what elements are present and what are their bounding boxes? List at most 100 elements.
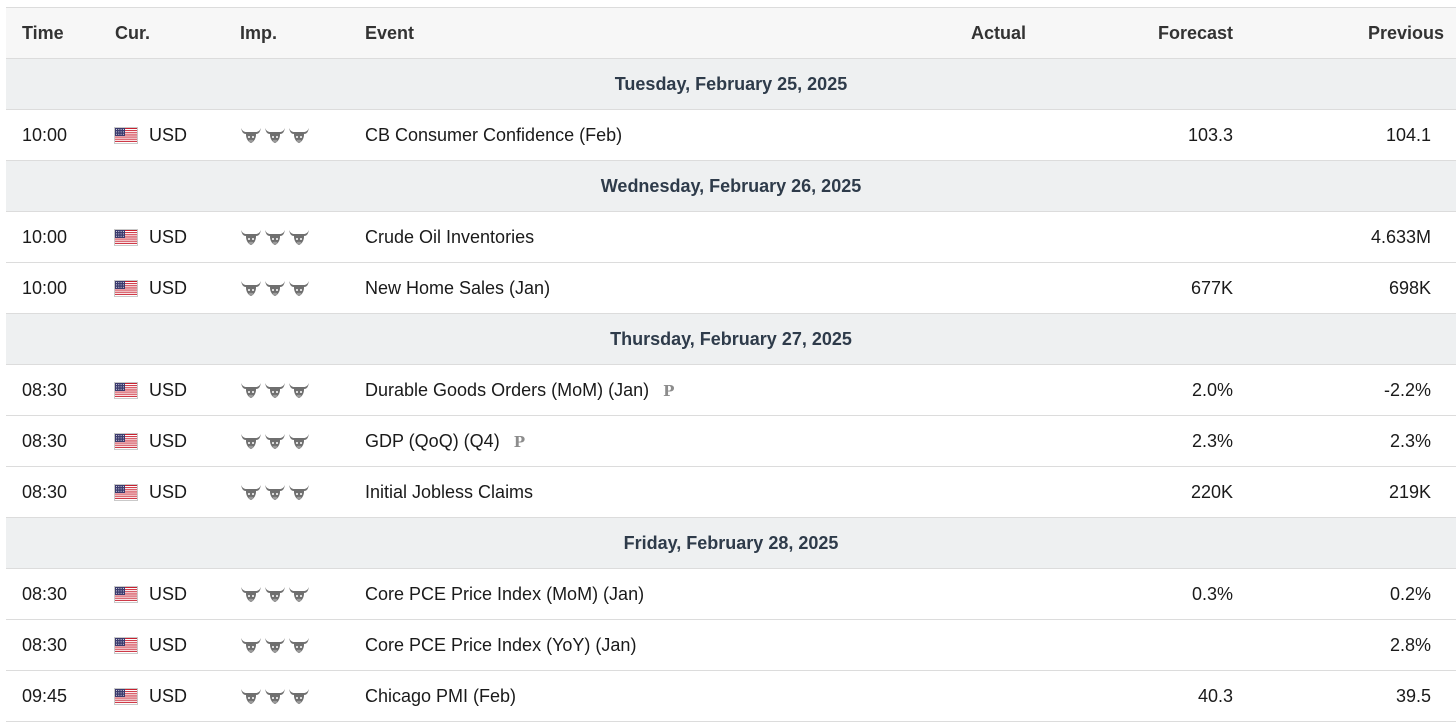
- event-time: 10:00: [22, 227, 68, 247]
- event-row[interactable]: 10:00 USD Crude Oil Inventories 4.633M: [6, 212, 1456, 263]
- bull-icon: [240, 585, 262, 603]
- bull-icon: [288, 636, 310, 654]
- event-name-link[interactable]: Crude Oil Inventories: [365, 227, 535, 247]
- bull-icon: [264, 483, 286, 501]
- currency-code: USD: [149, 635, 188, 655]
- bull-icon: [264, 687, 286, 705]
- event-time: 08:30: [22, 482, 68, 502]
- event-previous: 2.3%: [1389, 431, 1431, 451]
- event-time: 08:30: [22, 431, 68, 451]
- event-previous: 104.1: [1385, 125, 1431, 145]
- bull-icon: [288, 381, 310, 399]
- event-previous: -2.2%: [1383, 380, 1431, 400]
- preliminary-icon[interactable]: P: [663, 382, 675, 400]
- bull-icon: [288, 126, 310, 144]
- bull-icon: [264, 432, 286, 450]
- event-row[interactable]: 10:00 USD CB Consumer Confidence (Feb) 103.…: [6, 110, 1456, 161]
- event-time: 08:30: [22, 635, 68, 655]
- event-name-cell[interactable]: Initial Jobless Claims: [365, 467, 533, 517]
- currency-code: USD: [149, 584, 188, 604]
- event-row[interactable]: 09:45 USD Chicago PMI (Feb) 40.3 39.5: [6, 671, 1456, 722]
- event-currency: USD: [115, 110, 187, 160]
- bull-icon: [240, 687, 262, 705]
- event-importance: [240, 416, 310, 466]
- event-importance: [240, 671, 310, 721]
- us-flag-icon: [115, 637, 137, 653]
- event-name-cell[interactable]: CB Consumer Confidence (Feb): [365, 110, 622, 160]
- us-flag-icon: [115, 433, 137, 449]
- event-time: 10:00: [22, 125, 68, 145]
- event-row[interactable]: 08:30 USD Core PCE Price Index (MoM) (Jan)…: [6, 569, 1456, 620]
- bull-icon: [288, 432, 310, 450]
- bull-icon: [288, 585, 310, 603]
- column-header-actual[interactable]: Actual: [970, 23, 1026, 43]
- bull-icon: [240, 228, 262, 246]
- event-previous: 2.8%: [1389, 635, 1431, 655]
- event-name-cell[interactable]: Chicago PMI (Feb): [365, 671, 516, 721]
- bull-icon: [240, 432, 262, 450]
- calendar-body: Tuesday, February 25, 2025 10:00 USD CB Con…: [6, 59, 1456, 722]
- event-forecast: 2.0%: [1191, 380, 1233, 400]
- date-header-row: Wednesday, February 26, 2025: [6, 161, 1456, 212]
- currency-code: USD: [149, 686, 188, 706]
- event-row[interactable]: 08:30 USD Durable Goods Orders (MoM) (Jan)…: [6, 365, 1456, 416]
- event-currency: USD: [115, 416, 187, 466]
- event-row[interactable]: 10:00 USD New Home Sales (Jan) 677K 698K: [6, 263, 1456, 314]
- event-time: 09:45: [22, 686, 68, 706]
- event-importance: [240, 110, 310, 160]
- event-time: 08:30: [22, 380, 68, 400]
- us-flag-icon: [115, 586, 137, 602]
- preliminary-icon[interactable]: P: [513, 433, 525, 451]
- bull-icon: [288, 279, 310, 297]
- column-header-event[interactable]: Event: [365, 23, 415, 43]
- event-importance: [240, 212, 310, 262]
- event-row[interactable]: 08:30 USD Core PCE Price Index (YoY) (Jan)…: [6, 620, 1456, 671]
- event-name-cell[interactable]: Durable Goods Orders (MoM) (Jan) P: [365, 365, 674, 415]
- event-importance: [240, 467, 310, 517]
- bull-icon: [288, 483, 310, 501]
- column-header-forecast[interactable]: Forecast: [1157, 23, 1233, 43]
- event-name-cell[interactable]: Core PCE Price Index (YoY) (Jan): [365, 620, 636, 670]
- column-header-currency[interactable]: Cur.: [115, 23, 151, 43]
- event-importance: [240, 263, 310, 313]
- table-header-row: Time Cur. Imp. Event Actual Forecast Pre…: [6, 8, 1456, 59]
- us-flag-icon: [115, 688, 137, 704]
- event-previous: 219K: [1388, 482, 1431, 502]
- event-name-link[interactable]: GDP (QoQ) (Q4): [365, 431, 500, 451]
- currency-code: USD: [149, 278, 188, 298]
- event-currency: USD: [115, 467, 187, 517]
- event-name-link[interactable]: Chicago PMI (Feb): [365, 686, 517, 706]
- bull-icon: [288, 228, 310, 246]
- event-row[interactable]: 08:30 USD Initial Jobless Claims 220K 219K: [6, 467, 1456, 518]
- event-name-link[interactable]: Durable Goods Orders (MoM) (Jan): [365, 380, 650, 400]
- bull-icon: [240, 126, 262, 144]
- event-previous: 4.633M: [1370, 227, 1431, 247]
- column-header-importance[interactable]: Imp.: [240, 23, 278, 43]
- event-currency: USD: [115, 212, 187, 262]
- event-name-cell[interactable]: Crude Oil Inventories: [365, 212, 534, 262]
- event-name-link[interactable]: New Home Sales (Jan): [365, 278, 551, 298]
- bull-icon: [240, 279, 262, 297]
- event-forecast: 103.3: [1187, 125, 1233, 145]
- event-time: 08:30: [22, 584, 68, 604]
- event-name-link[interactable]: Core PCE Price Index (YoY) (Jan): [365, 635, 637, 655]
- currency-code: USD: [149, 431, 188, 451]
- date-header-row: Friday, February 28, 2025: [6, 518, 1456, 569]
- bull-icon: [264, 585, 286, 603]
- event-name-cell[interactable]: New Home Sales (Jan): [365, 263, 550, 313]
- column-header-time[interactable]: Time: [22, 23, 64, 43]
- event-currency: USD: [115, 569, 187, 619]
- event-name-cell[interactable]: Core PCE Price Index (MoM) (Jan): [365, 569, 644, 619]
- currency-code: USD: [149, 227, 188, 247]
- event-name-link[interactable]: CB Consumer Confidence (Feb): [365, 125, 623, 145]
- event-name-cell[interactable]: GDP (QoQ) (Q4) P: [365, 416, 525, 466]
- event-name-link[interactable]: Core PCE Price Index (MoM) (Jan): [365, 584, 645, 604]
- currency-code: USD: [149, 380, 188, 400]
- column-header-previous[interactable]: Previous: [1367, 23, 1444, 43]
- bull-icon: [240, 483, 262, 501]
- event-row[interactable]: 08:30 USD GDP (QoQ) (Q4) P 2.3% 2.3%: [6, 416, 1456, 467]
- us-flag-icon: [115, 382, 137, 398]
- bull-icon: [264, 279, 286, 297]
- event-name-link[interactable]: Initial Jobless Claims: [365, 482, 534, 502]
- event-forecast: 220K: [1190, 482, 1233, 502]
